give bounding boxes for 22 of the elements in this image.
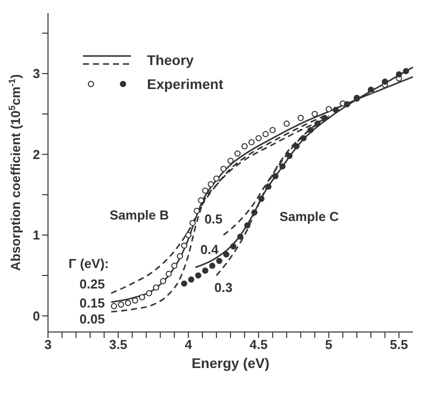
series-label: 0.4 [200, 242, 220, 257]
series-label: 0.15 [80, 296, 105, 311]
annotation: Sample C [279, 209, 340, 224]
y-tick-label: 1 [32, 228, 40, 243]
annotation: Theory [147, 52, 194, 68]
x-tick-label: 4.5 [250, 337, 268, 352]
series-label: 0.25 [80, 276, 105, 292]
annotation: Sample B [110, 208, 169, 223]
annotation: Γ (eV): [68, 256, 109, 271]
x-tick-label: 3 [44, 337, 52, 352]
y-tick-label: 0 [32, 308, 40, 324]
series-label: 0.3 [214, 280, 232, 295]
series-label: 0.05 [80, 311, 105, 326]
x-tick-label: 5 [325, 337, 332, 352]
y-tick-label: 2 [32, 146, 40, 162]
x-tick-label: 3.5 [109, 337, 128, 352]
y-tick-label: 3 [32, 66, 40, 82]
x-tick-label: 5.5 [390, 337, 408, 352]
x-tick-label: 4 [184, 337, 193, 352]
legend-label: Experiment [147, 76, 224, 92]
x-axis-title: Energy (eV) [192, 355, 270, 371]
series-label: 0.5 [204, 212, 223, 227]
